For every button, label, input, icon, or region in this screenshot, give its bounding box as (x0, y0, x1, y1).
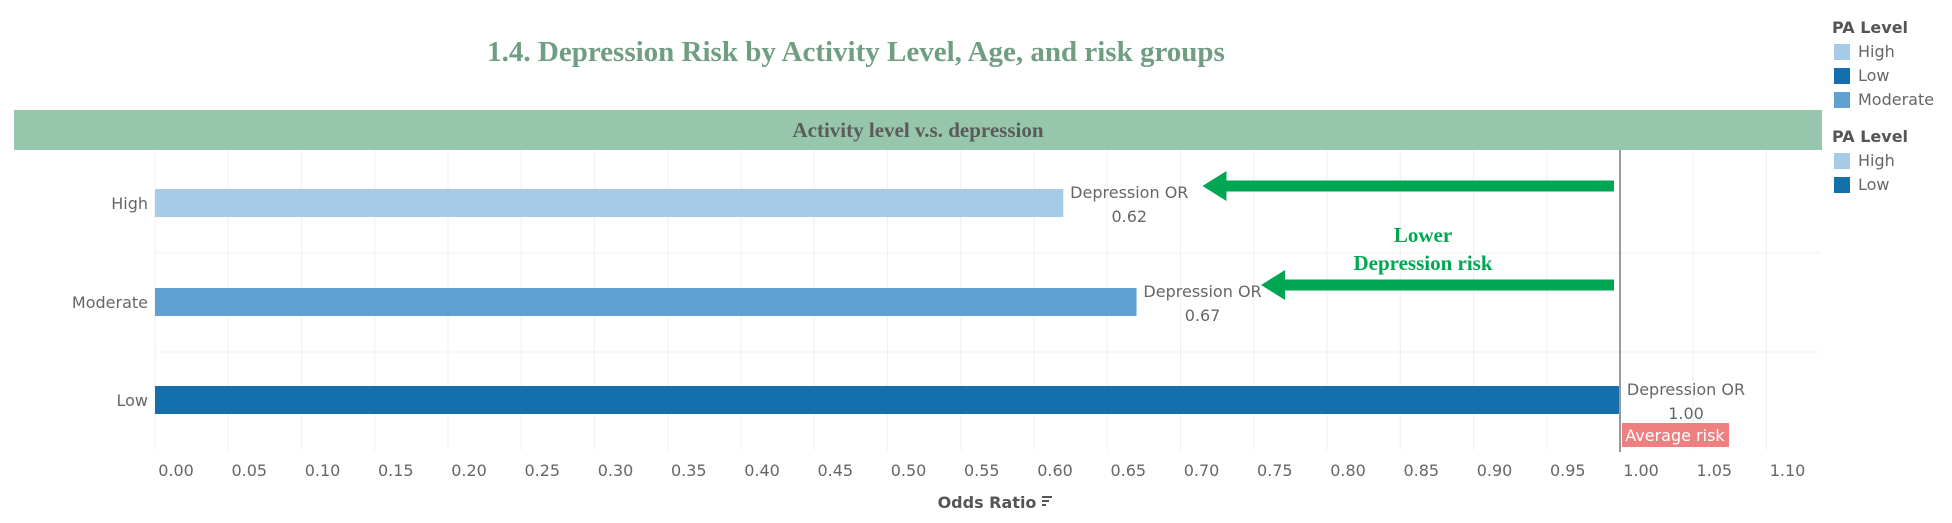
x-tick-label: 0.40 (744, 461, 780, 480)
arrow-head-high (1202, 171, 1227, 201)
section-band-title: Activity level v.s. depression (792, 118, 1044, 142)
x-axis-title: Odds Ratio (938, 493, 1037, 512)
bar-low (155, 386, 1620, 414)
average-risk-label: Average risk (1625, 426, 1725, 445)
x-tick-label: 1.00 (1623, 461, 1659, 480)
data-label-value-low: 1.00 (1668, 404, 1704, 423)
sort-icon-bar (1042, 496, 1052, 498)
average-risk-box (1622, 423, 1729, 447)
legend-label-high-2: High (1858, 151, 1895, 170)
x-tick-label: 0.85 (1403, 461, 1439, 480)
legend-label-moderate: Moderate (1858, 90, 1935, 109)
category-label-high: High (111, 194, 148, 213)
sort-icon-bar (1042, 504, 1046, 506)
x-tick-label: 0.60 (1037, 461, 1073, 480)
legend-title-2: PA Level (1832, 127, 1909, 146)
legend-swatch-high (1834, 44, 1850, 60)
sort-icon (1042, 496, 1052, 506)
chart-title: 1.4. Depression Risk by Activity Level, … (487, 36, 1225, 68)
x-tick-label: 0.75 (1257, 461, 1293, 480)
data-label-title-low: Depression OR (1627, 380, 1745, 399)
legend-label-high: High (1858, 42, 1895, 61)
bar-high (155, 189, 1064, 217)
legend-label-low-2: Low (1858, 175, 1890, 194)
data-label-title-moderate: Depression OR (1143, 282, 1261, 301)
legend-swatch-high-2 (1834, 153, 1850, 169)
x-tick-label: 0.25 (524, 461, 560, 480)
x-tick-label: 0.30 (598, 461, 634, 480)
x-tick-label: 0.80 (1330, 461, 1366, 480)
x-tick-label: 0.45 (817, 461, 853, 480)
x-tick-label: 0.15 (378, 461, 414, 480)
section-band: Activity level v.s. depression (14, 110, 1822, 150)
legend-swatch-low (1834, 68, 1850, 84)
category-label-low: Low (116, 391, 148, 410)
annotation-line-2: Depression risk (1353, 251, 1492, 275)
legend-swatch-low-2 (1834, 177, 1850, 193)
x-tick-label: 0.00 (158, 461, 194, 480)
x-tick-label: 0.35 (671, 461, 707, 480)
x-tick-label: 1.05 (1696, 461, 1732, 480)
x-tick-label: 0.55 (964, 461, 1000, 480)
x-tick-label: 0.65 (1110, 461, 1146, 480)
category-label-moderate: Moderate (72, 293, 148, 312)
data-label-title-high: Depression OR (1070, 183, 1188, 202)
x-tick-label: 0.70 (1184, 461, 1220, 480)
x-tick-label: 0.90 (1477, 461, 1513, 480)
x-tick-label: 0.20 (451, 461, 487, 480)
arrow-head-moderate (1261, 270, 1286, 300)
sort-icon-bar (1042, 500, 1049, 502)
data-label-value-moderate: 0.67 (1185, 306, 1221, 325)
x-tick-label: 1.10 (1770, 461, 1806, 480)
x-tick-label: 0.95 (1550, 461, 1586, 480)
x-tick-label: 0.10 (305, 461, 341, 480)
x-tick-label: 0.05 (231, 461, 267, 480)
x-tick-label: 0.50 (891, 461, 927, 480)
data-label-value-high: 0.62 (1111, 207, 1147, 226)
legend-swatch-moderate (1834, 92, 1850, 108)
legend-title-1: PA Level (1832, 18, 1909, 37)
annotation-line-1: Lower (1394, 223, 1452, 247)
legend-label-low: Low (1858, 66, 1890, 85)
bar-moderate (155, 288, 1137, 316)
